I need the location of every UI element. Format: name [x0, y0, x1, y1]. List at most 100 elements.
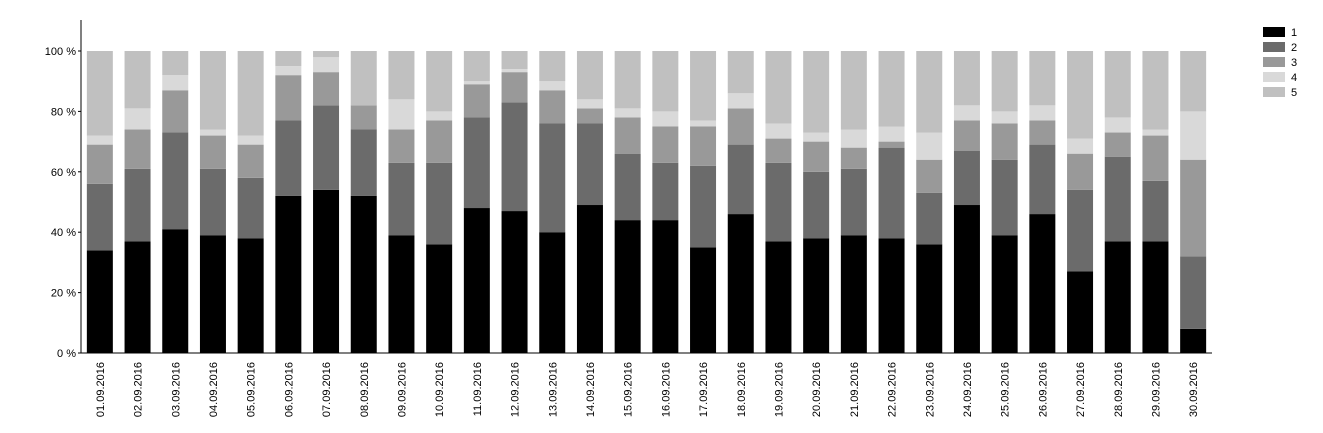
bar-segment: [501, 69, 528, 73]
bar-segment: [237, 144, 264, 178]
legend-label: 1: [1291, 27, 1297, 39]
bar-segment: [1180, 256, 1207, 329]
x-tick-label: 06.09.2016: [283, 362, 295, 417]
x-tick-label: 11.09.2016: [472, 362, 484, 416]
bar-segment: [916, 192, 943, 245]
x-tick-label: 16.09.2016: [660, 362, 672, 417]
x-tick-label: 25.09.2016: [1000, 362, 1012, 417]
bar-segment: [840, 51, 867, 130]
bar-segment: [237, 177, 264, 239]
x-tick-label: 13.09.2016: [547, 362, 559, 417]
x-tick-label: 04.09.2016: [208, 362, 220, 417]
bar-segment: [690, 247, 717, 353]
legend-swatch: [1263, 87, 1285, 97]
x-tick-label: 08.09.2016: [359, 362, 371, 417]
bar-segment: [162, 132, 189, 230]
bar-segment: [313, 105, 340, 190]
bar-segment: [501, 102, 528, 212]
bar-segment: [86, 135, 113, 145]
bar-segment: [162, 75, 189, 91]
bar-segment: [463, 81, 490, 85]
bar-segment: [86, 250, 113, 353]
bar-segment: [614, 117, 641, 154]
bar-segment: [350, 105, 377, 130]
bar-segment: [275, 66, 302, 76]
x-tick-label: 20.09.2016: [811, 362, 823, 417]
legend-label: 2: [1291, 42, 1297, 54]
bar-segment: [727, 214, 754, 353]
x-tick-label: 07.09.2016: [321, 362, 333, 417]
bar-segment: [501, 72, 528, 103]
bar-segment: [350, 51, 377, 106]
bar-segment: [313, 72, 340, 106]
bar-segment: [237, 135, 264, 145]
bar-segment: [576, 99, 603, 109]
x-tick-label: 10.09.2016: [434, 362, 446, 417]
bar-segment: [1142, 129, 1169, 136]
bar-segment: [539, 232, 566, 353]
bar-segment: [576, 205, 603, 353]
legend-label: 3: [1291, 57, 1297, 69]
bar-segment: [840, 168, 867, 236]
bar-segment: [1142, 180, 1169, 242]
x-tick-label: 26.09.2016: [1037, 362, 1049, 417]
bar-segment: [1067, 153, 1094, 190]
bar-segment: [86, 183, 113, 251]
bar-segment: [1104, 117, 1131, 133]
bar-segment: [1067, 51, 1094, 139]
bar-segment: [1180, 51, 1207, 112]
x-tick-label: 29.09.2016: [1150, 362, 1162, 417]
bar-segment: [463, 117, 490, 209]
bar-segment: [124, 108, 151, 130]
bar-segment: [727, 51, 754, 94]
bar-segment: [953, 105, 980, 121]
bar-segment: [916, 159, 943, 193]
bar-segment: [727, 144, 754, 215]
bar-segment: [576, 108, 603, 124]
y-tick-label: 80 %: [51, 106, 76, 118]
bar-segment: [388, 129, 415, 163]
bar-segment: [388, 51, 415, 100]
bar-segment: [614, 220, 641, 353]
bar-segment: [652, 220, 679, 353]
bar-segment: [388, 99, 415, 130]
bar-segment: [576, 51, 603, 100]
x-tick-label: 02.09.2016: [133, 362, 145, 417]
bar-segment: [727, 108, 754, 145]
bar-segment: [878, 141, 905, 148]
bar-segment: [614, 153, 641, 221]
bar-segment: [614, 108, 641, 118]
bar-segment: [803, 171, 830, 239]
x-tick-label: 09.09.2016: [396, 362, 408, 417]
bar-segment: [1180, 328, 1207, 353]
bar-segment: [1029, 214, 1056, 353]
y-tick-label: 100 %: [45, 46, 76, 58]
bar-segment: [463, 84, 490, 118]
bar-segment: [803, 238, 830, 353]
bar-segment: [199, 135, 226, 169]
legend-label: 4: [1291, 72, 1297, 84]
bar-segment: [840, 129, 867, 148]
bar-segment: [916, 132, 943, 160]
bar-segment: [501, 211, 528, 353]
x-tick-label: 19.09.2016: [773, 362, 785, 417]
bar-segment: [953, 120, 980, 151]
bar-segment: [162, 51, 189, 76]
bar-segment: [690, 126, 717, 166]
x-tick-label: 01.09.2016: [95, 362, 107, 417]
legend-label: 5: [1291, 87, 1297, 99]
bar-segment: [991, 51, 1018, 112]
bar-segment: [1067, 189, 1094, 272]
bar-segment: [426, 244, 453, 353]
legend-swatch: [1263, 27, 1285, 37]
legend-swatch: [1263, 72, 1285, 82]
bar-segment: [991, 123, 1018, 160]
bar-segment: [539, 90, 566, 124]
bar-segment: [1029, 144, 1056, 215]
bar-segment: [765, 138, 792, 163]
x-tick-label: 24.09.2016: [962, 362, 974, 417]
bar-segment: [652, 111, 679, 127]
bar-segment: [690, 165, 717, 248]
bar-segment: [576, 123, 603, 206]
